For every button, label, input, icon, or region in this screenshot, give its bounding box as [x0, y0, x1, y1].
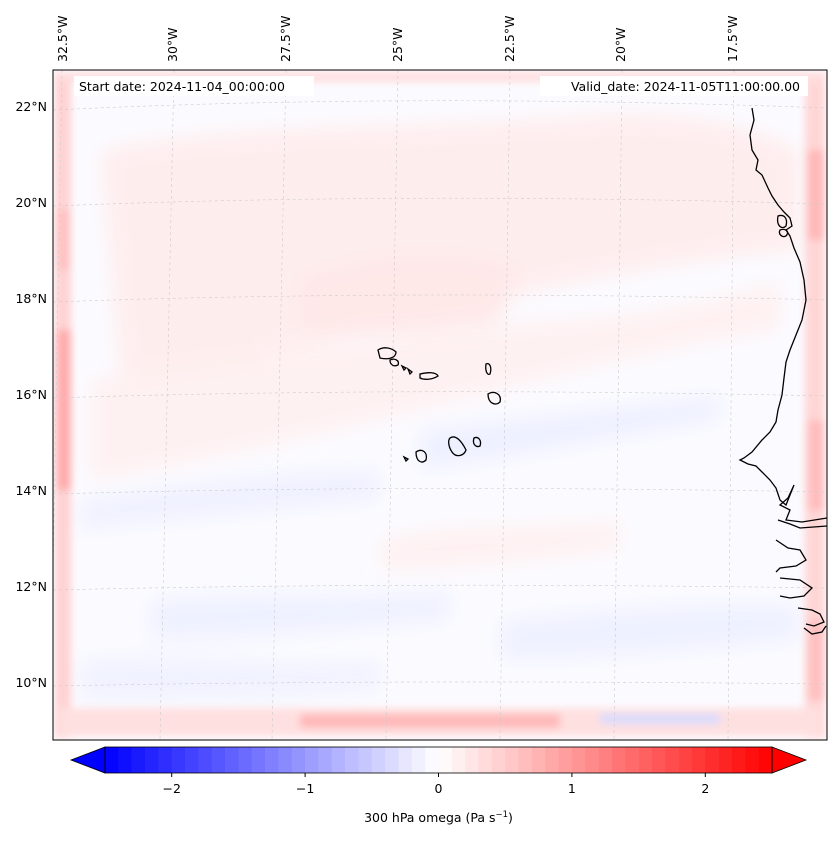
- colorbar-cell: [505, 747, 519, 773]
- colorbar-tick-label: 1: [568, 781, 576, 796]
- colorbar-cell: [358, 747, 373, 773]
- colorbar-cell: [465, 747, 479, 773]
- colorbar-cell: [238, 747, 253, 773]
- colorbar-cell: [718, 747, 733, 773]
- colorbar-max-extend: [771, 746, 808, 774]
- longitude-labels: 32.5°W 30°W 27.5°W 25°W 22.5°W 20°W 17.5…: [55, 16, 740, 62]
- colorbar-ticks: −2 −1 0 1 2: [162, 773, 709, 796]
- start-date-label: Start date: 2024-11-04_00:00:00: [79, 79, 285, 94]
- lat-label: 20°N: [15, 195, 47, 210]
- lat-label: 10°N: [15, 675, 47, 690]
- colorbar-cell: [345, 747, 359, 773]
- colorbar-cell: [225, 747, 239, 773]
- colorbar-cell: [331, 747, 346, 773]
- map-panel: Start date: 2024-11-04_00:00:00 Valid_da…: [52, 69, 828, 741]
- colorbar-cell: [705, 747, 719, 773]
- colorbar-cell: [251, 747, 266, 773]
- colorbar-cells: [105, 747, 773, 773]
- colorbar-cell: [678, 747, 693, 773]
- lat-label: 22°N: [15, 99, 47, 114]
- lat-label: 12°N: [15, 579, 47, 594]
- colorbar-cell: [545, 747, 559, 773]
- colorbar-cell: [651, 747, 666, 773]
- colorbar-cell: [598, 747, 613, 773]
- colorbar-cell: [491, 747, 506, 773]
- islands: [377, 347, 501, 463]
- lon-label: 27.5°W: [278, 16, 293, 62]
- colorbar-cell: [118, 747, 132, 773]
- colorbar-cell: [171, 747, 186, 773]
- colorbar-cell: [478, 747, 493, 773]
- coastline: [738, 107, 827, 635]
- lat-label: 14°N: [15, 483, 47, 498]
- colorbar-cell: [105, 747, 119, 773]
- valid-date-box: [540, 76, 808, 96]
- lon-label: 25°W: [390, 27, 405, 62]
- latitude-gridlines: [53, 100, 827, 687]
- colorbar-cell: [758, 747, 773, 773]
- colorbar-cell: [451, 747, 466, 773]
- colorbar-tick-label: −2: [162, 781, 180, 796]
- colorbar-cell: [691, 747, 706, 773]
- colorbar-cell: [278, 747, 293, 773]
- valid-date-label: Valid_date: 2024-11-05T11:00:00.00: [571, 79, 800, 94]
- lon-label: 22.5°W: [502, 16, 517, 62]
- colorbar-cell: [385, 747, 399, 773]
- colorbar-cell: [185, 747, 199, 773]
- colorbar-cell: [411, 747, 426, 773]
- colorbar-min-extend: [69, 746, 106, 774]
- colorbar-cell: [745, 747, 759, 773]
- colorbar-cell: [145, 747, 159, 773]
- colorbar-cell: [731, 747, 746, 773]
- colorbar-cell: [291, 747, 306, 773]
- lat-label: 18°N: [15, 291, 47, 306]
- colorbar-cell: [371, 747, 386, 773]
- colorbar-cell: [531, 747, 546, 773]
- lon-label: 32.5°W: [55, 16, 70, 62]
- colorbar-cell: [158, 747, 172, 773]
- colorbar-label: 300 hPa omega (Pa s−1): [364, 810, 513, 825]
- longitude-gridlines: [53, 70, 735, 740]
- colorbar-cell: [571, 747, 586, 773]
- colorbar-label-sup: −1: [496, 810, 509, 820]
- colorbar-cell: [611, 747, 626, 773]
- colorbar-cell: [558, 747, 573, 773]
- latitude-labels: 22°N 20°N 18°N 16°N 14°N 12°N 10°N: [15, 99, 47, 690]
- colorbar-cell: [211, 747, 226, 773]
- lat-label: 16°N: [15, 387, 47, 402]
- omega-field: [55, 72, 825, 738]
- map-frame: [52, 69, 828, 741]
- colorbar-cell: [665, 747, 679, 773]
- start-date-box: [74, 76, 314, 96]
- colorbar-cell: [438, 747, 453, 773]
- colorbar-cell: [585, 747, 599, 773]
- colorbar-cell: [198, 747, 213, 773]
- colorbar-cell: [625, 747, 639, 773]
- lon-label: 30°W: [165, 27, 180, 62]
- colorbar-label-end: ): [508, 810, 513, 825]
- colorbar-cell: [318, 747, 333, 773]
- colorbar-cell: [305, 747, 319, 773]
- colorbar-tick-label: −1: [296, 781, 314, 796]
- colorbar-cell: [425, 747, 439, 773]
- colorbar-label-main: 300 hPa omega (Pa s: [364, 810, 495, 825]
- colorbar: −2 −1 0 1 2 300 hPa omega (Pa s−1): [69, 746, 808, 825]
- colorbar-cell: [265, 747, 279, 773]
- colorbar-tick-label: 2: [701, 781, 709, 796]
- lon-label: 17.5°W: [725, 16, 740, 62]
- colorbar-cell: [131, 747, 146, 773]
- colorbar-cell: [518, 747, 533, 773]
- colorbar-tick-label: 0: [435, 781, 443, 796]
- colorbar-cell: [638, 747, 653, 773]
- colorbar-cell: [398, 747, 413, 773]
- lon-label: 20°W: [613, 27, 628, 62]
